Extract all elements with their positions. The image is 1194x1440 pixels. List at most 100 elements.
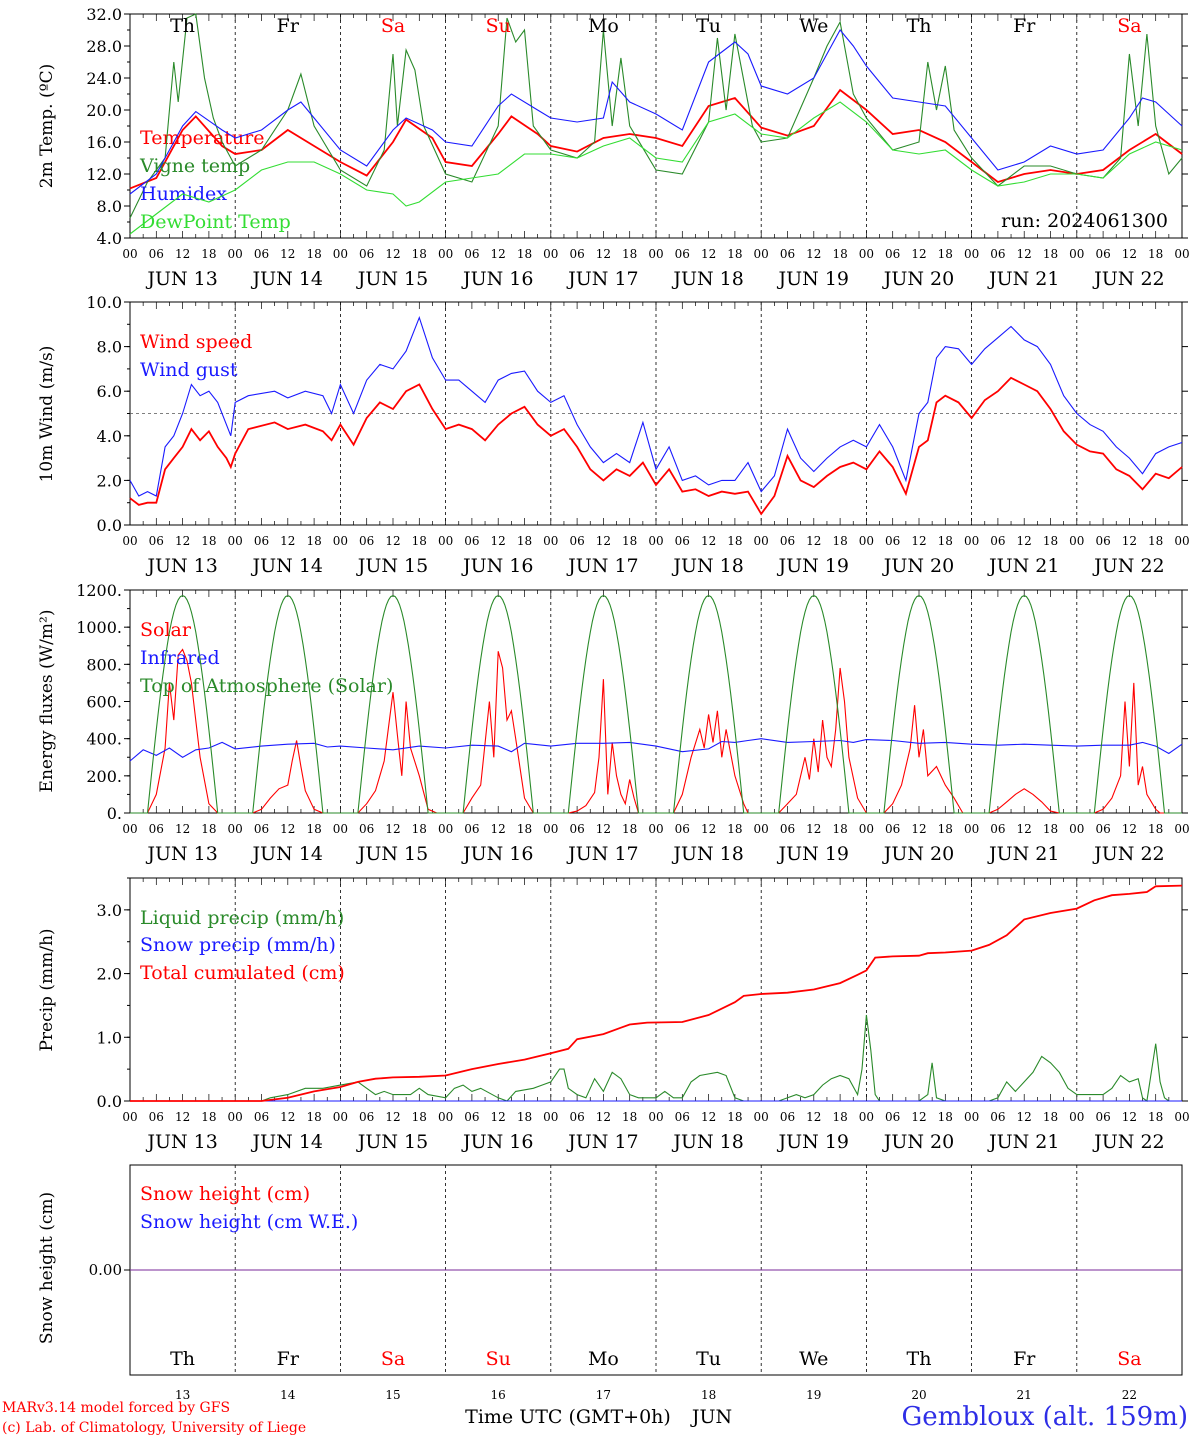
hour-label: 18 <box>517 534 532 548</box>
panel-2-ylabel: 10m Wind (m/s) <box>37 346 57 483</box>
hour-label: 18 <box>938 822 953 836</box>
panel-3-frame <box>129 589 1183 814</box>
date-label: JUN 14 <box>251 843 323 865</box>
hour-label: 18 <box>412 822 427 836</box>
hour-label: 18 <box>1148 822 1163 836</box>
hour-label: 06 <box>990 822 1005 836</box>
hour-label: 18 <box>622 1110 637 1124</box>
hour-label: 18 <box>201 822 216 836</box>
date-label: JUN 19 <box>777 555 849 577</box>
y-tick-label: 600. <box>86 693 122 712</box>
hour-label: 06 <box>885 1110 900 1124</box>
date-label: JUN 22 <box>1092 555 1164 577</box>
hour-label: 12 <box>1122 247 1137 261</box>
day-number: 15 <box>385 1388 400 1402</box>
weekday-top: Sa <box>1117 15 1141 37</box>
hour-label: 12 <box>1017 247 1032 261</box>
weekday-top: Th <box>170 15 195 37</box>
hour-label: 06 <box>359 1110 374 1124</box>
y-tick-label: 32.0 <box>86 5 122 24</box>
hour-label: 12 <box>1122 1110 1137 1124</box>
day-number: 16 <box>491 1388 506 1402</box>
date-label: JUN 16 <box>461 843 533 865</box>
hour-label: 18 <box>517 247 532 261</box>
date-label: JUN 14 <box>251 555 323 577</box>
day-number: 20 <box>911 1388 926 1402</box>
y-tick-label: 1200. <box>76 581 122 600</box>
credit-line-1: MARv3.14 model forced by GFS <box>2 1400 231 1416</box>
run-label: run: 2024061300 <box>1001 210 1168 232</box>
hour-label: 18 <box>1148 534 1163 548</box>
day-number: 19 <box>806 1388 821 1402</box>
date-label: JUN 20 <box>882 1131 954 1153</box>
hour-label: 12 <box>280 822 295 836</box>
weekday-top: We <box>799 15 828 37</box>
hour-label: 18 <box>1043 1110 1058 1124</box>
hour-label: 06 <box>149 247 164 261</box>
y-tick-label: 8.0 <box>97 338 122 357</box>
y-tick-label: 6.0 <box>97 382 122 401</box>
date-label: JUN 22 <box>1092 1131 1164 1153</box>
day-number: 21 <box>1017 1388 1032 1402</box>
y-tick-label: 10.0 <box>86 293 122 312</box>
hour-label: 12 <box>911 247 926 261</box>
date-label: JUN 15 <box>356 555 428 577</box>
series-dewpoint-temp <box>129 101 1183 235</box>
weekday-bottom: We <box>799 1348 828 1370</box>
hour-label: 12 <box>806 1110 821 1124</box>
hour-label: 12 <box>280 1110 295 1124</box>
legend-dewpoint-temp: DewPoint Temp <box>140 211 291 233</box>
hour-label: 12 <box>806 247 821 261</box>
hour-label: 18 <box>1148 1110 1163 1124</box>
hour-label: 06 <box>885 822 900 836</box>
hour-label: 12 <box>175 534 190 548</box>
hour-label: 18 <box>832 247 847 261</box>
date-label: JUN 19 <box>777 268 849 290</box>
hour-label: 06 <box>1095 534 1110 548</box>
hour-label: 18 <box>306 1110 321 1124</box>
hour-label: 18 <box>1043 247 1058 261</box>
hour-label: 00 <box>228 534 243 548</box>
hour-label: 00 <box>438 822 453 836</box>
hour-label: 18 <box>306 822 321 836</box>
hour-label: 18 <box>1043 822 1058 836</box>
y-tick-label: 1.0 <box>97 1028 122 1047</box>
hour-label: 18 <box>938 247 953 261</box>
y-tick-label: 400. <box>86 730 122 749</box>
hour-label: 12 <box>596 1110 611 1124</box>
hour-label: 18 <box>1148 247 1163 261</box>
hour-label: 06 <box>149 822 164 836</box>
hour-label: 00 <box>648 247 663 261</box>
hour-label: 00 <box>964 534 979 548</box>
hour-label: 06 <box>1095 822 1110 836</box>
hour-label: 06 <box>254 534 269 548</box>
hour-label: 12 <box>1122 534 1137 548</box>
legend-total-cumulated-cm-: Total cumulated (cm) <box>140 962 345 984</box>
date-label: JUN 22 <box>1092 843 1164 865</box>
weekday-bottom: Th <box>170 1348 195 1370</box>
y-tick-label: 20.0 <box>86 101 122 120</box>
legend-liquid-precip-mm-h-: Liquid precip (mm/h) <box>140 907 344 929</box>
legend-snow-height-cm-: Snow height (cm) <box>140 1183 310 1205</box>
hour-label: 18 <box>938 1110 953 1124</box>
hour-label: 18 <box>622 247 637 261</box>
date-label: JUN 17 <box>566 268 638 290</box>
hour-label: 12 <box>806 534 821 548</box>
series-infrared <box>129 738 1183 762</box>
hour-label: 18 <box>201 247 216 261</box>
hour-label: 12 <box>491 534 506 548</box>
date-label: JUN 15 <box>356 1131 428 1153</box>
date-label: JUN 21 <box>987 555 1059 577</box>
hour-label: 06 <box>359 247 374 261</box>
hour-label: 18 <box>727 534 742 548</box>
date-label: JUN 16 <box>461 555 533 577</box>
hour-label: 12 <box>911 534 926 548</box>
legend-snow-height-cm-w-e-: Snow height (cm W.E.) <box>140 1211 358 1233</box>
hour-label: 18 <box>517 1110 532 1124</box>
date-label: JUN 20 <box>882 268 954 290</box>
hour-label: 00 <box>122 247 137 261</box>
y-tick-label: 0. <box>107 804 122 823</box>
hour-label: 18 <box>412 1110 427 1124</box>
hour-label: 06 <box>1095 1110 1110 1124</box>
